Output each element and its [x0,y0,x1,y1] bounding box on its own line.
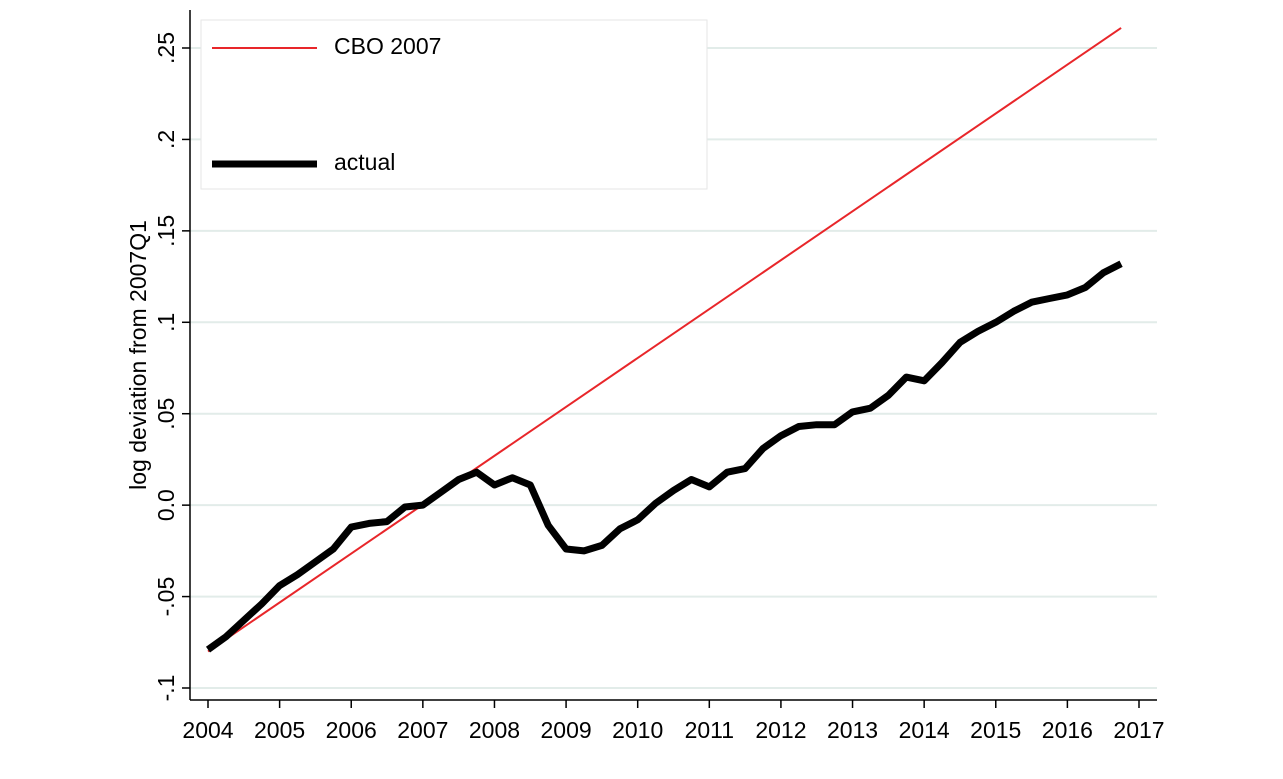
x-tick-label: 2006 [326,717,377,743]
x-tick-label: 2011 [685,717,734,743]
ticks: -.1 -.05 0.0 .05 .1 .15 .2 .25 2004 2005 2006 2007 2… [153,32,1165,743]
legend: CBO 2007 actual [200,19,708,190]
series-lines [205,27,1123,653]
legend-label-cbo: CBO 2007 [334,33,441,59]
x-tick-label: 2010 [612,717,663,743]
x-tick-label: 2009 [540,717,591,743]
y-tick-label: -.05 [153,577,179,617]
x-tick-label: 2017 [1113,717,1164,743]
y-tick-label: .1 [153,313,179,332]
x-tick-label: 2005 [254,717,305,743]
x-tick-label: 2004 [182,717,233,743]
y-tick-label: .15 [153,215,179,247]
series-line-cbo [207,27,1122,653]
x-tick-label: 2007 [397,717,448,743]
y-tick-label: 0.0 [153,489,179,521]
x-tick-label: 2015 [970,717,1021,743]
series-line-actual [205,260,1123,653]
x-tick-label: 2008 [469,717,520,743]
x-tick-label: 2013 [827,717,878,743]
y-tick-label: .05 [153,398,179,430]
x-tick-label: 2014 [899,717,950,743]
x-tick-label: 2016 [1042,717,1093,743]
y-axis-title: log deviation from 2007Q1 [125,220,151,490]
y-tick-label: .25 [153,32,179,64]
x-tick-label: 2012 [755,717,806,743]
y-tick-label: -.1 [153,675,179,702]
legend-label-actual: actual [334,149,395,175]
y-tick-label: .2 [153,130,179,149]
